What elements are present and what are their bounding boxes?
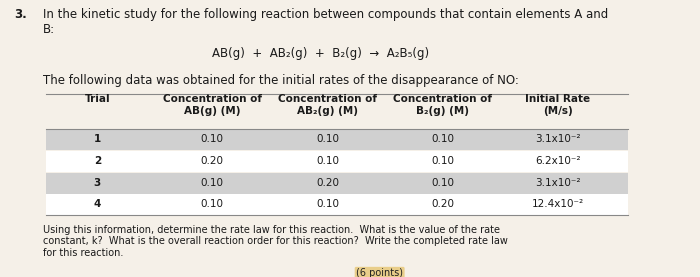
Text: 3.1x10⁻²: 3.1x10⁻² xyxy=(535,178,580,188)
Text: 6.2x10⁻²: 6.2x10⁻² xyxy=(535,156,580,166)
Text: 12.4x10⁻²: 12.4x10⁻² xyxy=(531,199,584,209)
Text: 2: 2 xyxy=(94,156,101,166)
FancyBboxPatch shape xyxy=(46,194,628,216)
Text: 3.: 3. xyxy=(14,8,27,21)
Text: 0.10: 0.10 xyxy=(431,156,454,166)
Text: 3.1x10⁻²: 3.1x10⁻² xyxy=(535,134,580,144)
Text: 0.20: 0.20 xyxy=(201,156,224,166)
Text: 0.20: 0.20 xyxy=(316,178,339,188)
Text: 1: 1 xyxy=(94,134,101,144)
Text: Initial Rate
(M/s): Initial Rate (M/s) xyxy=(525,94,590,116)
FancyBboxPatch shape xyxy=(46,129,628,150)
Text: (6 points): (6 points) xyxy=(356,268,403,277)
Text: Concentration of
AB₂(g) (M): Concentration of AB₂(g) (M) xyxy=(278,94,377,116)
Text: Using this information, determine the rate law for this reaction.  What is the v: Using this information, determine the ra… xyxy=(43,225,507,258)
Text: 0.10: 0.10 xyxy=(316,156,339,166)
Text: 0.10: 0.10 xyxy=(201,178,224,188)
Text: 0.10: 0.10 xyxy=(431,178,454,188)
FancyBboxPatch shape xyxy=(46,151,628,172)
Text: 0.10: 0.10 xyxy=(316,199,339,209)
Text: 0.10: 0.10 xyxy=(316,134,339,144)
Text: Concentration of
B₂(g) (M): Concentration of B₂(g) (M) xyxy=(393,94,492,116)
Text: In the kinetic study for the following reaction between compounds that contain e: In the kinetic study for the following r… xyxy=(43,8,608,36)
Text: 3: 3 xyxy=(94,178,101,188)
Text: 0.10: 0.10 xyxy=(431,134,454,144)
Text: Concentration of
AB(g) (M): Concentration of AB(g) (M) xyxy=(163,94,262,116)
Text: 4: 4 xyxy=(94,199,101,209)
Text: 0.10: 0.10 xyxy=(201,199,224,209)
Text: The following data was obtained for the initial rates of the disappearance of NO: The following data was obtained for the … xyxy=(43,74,519,87)
Text: AB(g)  +  AB₂(g)  +  B₂(g)  →  A₂B₅(g): AB(g) + AB₂(g) + B₂(g) → A₂B₅(g) xyxy=(212,47,430,60)
Text: 0.20: 0.20 xyxy=(431,199,454,209)
Text: Trial: Trial xyxy=(85,94,110,104)
Text: 0.10: 0.10 xyxy=(201,134,224,144)
FancyBboxPatch shape xyxy=(46,173,628,194)
